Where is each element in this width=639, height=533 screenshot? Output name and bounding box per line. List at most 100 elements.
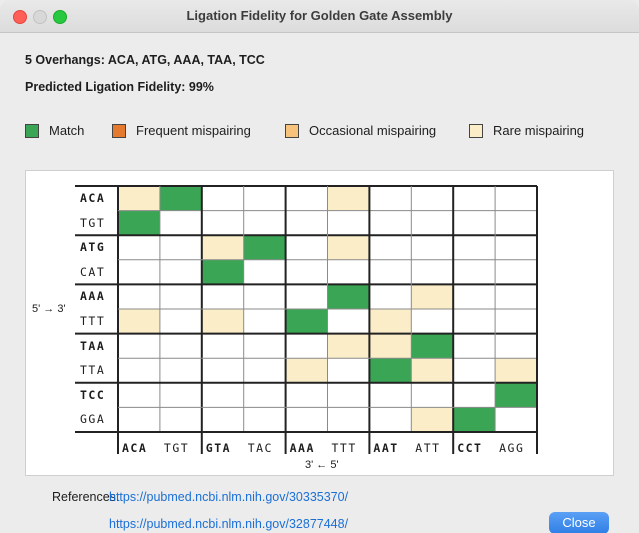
matrix-cell <box>159 309 202 334</box>
matrix-cell <box>411 309 454 334</box>
matrix-cell <box>327 382 370 408</box>
column-label: AGG <box>499 441 525 455</box>
matrix-cell <box>369 210 412 236</box>
row-label: ACA <box>80 191 106 205</box>
matrix-cell <box>453 210 496 236</box>
matrix-cell <box>118 186 160 211</box>
matrix-cell <box>243 284 286 309</box>
legend-item-rare: Rare mispairing <box>469 123 584 138</box>
matrix-cell <box>411 235 454 260</box>
matrix-cell <box>495 382 537 408</box>
matrix-cell <box>495 358 537 383</box>
matrix-cell <box>453 382 496 408</box>
matrix-cell <box>495 186 537 211</box>
matrix-cell <box>159 407 202 432</box>
matrix-cell <box>369 259 412 285</box>
matrix-cell <box>201 382 244 408</box>
matrix-cell <box>159 259 202 285</box>
fidelity-text: Predicted Ligation Fidelity: 99% <box>25 80 214 94</box>
matrix-cell <box>285 284 328 309</box>
legend-swatch-occasional <box>285 123 299 138</box>
matrix-cell <box>495 284 537 309</box>
matrix-cell <box>159 358 202 383</box>
matrix-cell <box>285 358 328 383</box>
matrix-cell <box>327 210 370 236</box>
matrix-cell <box>453 309 496 334</box>
matrix-cell <box>285 235 328 260</box>
minimize-window-button[interactable] <box>33 10 47 24</box>
matrix-cell <box>118 284 160 309</box>
matrix-cell <box>369 407 412 432</box>
matrix-cell <box>201 358 244 383</box>
matrix-cell <box>411 259 454 285</box>
matrix-cell <box>118 309 160 334</box>
legend-item-occasional: Occasional mispairing <box>285 123 436 138</box>
close-window-button[interactable] <box>13 10 27 24</box>
legend-swatch-rare <box>469 123 483 138</box>
zoom-window-button[interactable] <box>53 10 67 24</box>
legend-label-frequent: Frequent mispairing <box>136 123 251 138</box>
matrix-cell <box>369 358 412 383</box>
matrix-cell <box>201 259 244 285</box>
matrix-cell <box>495 333 537 359</box>
matrix-cell <box>243 235 286 260</box>
matrix-cell <box>327 235 370 260</box>
matrix-cell <box>369 382 412 408</box>
legend-item-match: Match <box>25 123 84 138</box>
matrix-cell <box>285 259 328 285</box>
matrix-cell <box>118 210 160 236</box>
column-label: GTA <box>205 441 232 455</box>
row-label: TTA <box>80 363 106 378</box>
matrix-cell <box>118 382 160 408</box>
legend-label-occasional: Occasional mispairing <box>309 123 437 138</box>
matrix-cell <box>201 186 244 211</box>
reference-link-1[interactable]: https://pubmed.ncbi.nlm.nih.gov/30335370… <box>109 490 349 504</box>
matrix-cell <box>243 210 286 236</box>
column-label: TGT <box>163 441 190 455</box>
matrix-cell <box>411 333 454 359</box>
matrix-cell <box>369 333 412 359</box>
matrix-cell <box>369 235 412 260</box>
matrix-cell <box>159 284 202 309</box>
matrix-cell <box>411 382 454 408</box>
matrix-cell <box>495 407 537 432</box>
matrix-cell <box>495 210 537 236</box>
matrix-cell <box>411 407 454 432</box>
matrix-cell <box>411 210 454 236</box>
matrix-cell <box>453 407 496 432</box>
matrix-cell <box>243 333 286 359</box>
legend-swatch-frequent <box>112 123 126 138</box>
matrix-cell <box>285 309 328 334</box>
matrix-cell <box>285 333 328 359</box>
matrix-cell <box>453 358 496 383</box>
matrix-cell <box>201 309 244 334</box>
matrix-cell <box>285 210 328 236</box>
row-label: TGT <box>80 215 106 230</box>
matrix-cell <box>201 284 244 309</box>
matrix-cell <box>369 186 412 211</box>
column-label: TAC <box>247 441 273 455</box>
matrix-cell <box>453 186 496 211</box>
column-label: ATT <box>415 441 441 455</box>
matrix-cell <box>159 210 202 236</box>
matrix-cell <box>118 333 160 359</box>
matrix-cell <box>327 284 370 309</box>
row-label: ATG <box>80 240 106 255</box>
matrix-cell <box>327 186 370 211</box>
matrix-cell <box>327 333 370 359</box>
column-label: ACA <box>122 441 148 455</box>
matrix-cell <box>327 259 370 285</box>
close-button[interactable]: Close <box>549 512 609 533</box>
matrix-cell <box>411 358 454 383</box>
matrix-cell <box>411 284 454 309</box>
reference-link-2[interactable]: https://pubmed.ncbi.nlm.nih.gov/32877448… <box>109 517 349 531</box>
matrix-cell <box>453 259 496 285</box>
matrix-cell <box>495 235 537 260</box>
row-label: TTT <box>80 314 106 328</box>
overhangs-text: 5 Overhangs: ACA, ATG, AAA, TAA, TCC <box>25 53 265 67</box>
row-label: TAA <box>80 338 106 353</box>
matrix-cell <box>243 186 286 211</box>
matrix-cell <box>118 259 160 285</box>
